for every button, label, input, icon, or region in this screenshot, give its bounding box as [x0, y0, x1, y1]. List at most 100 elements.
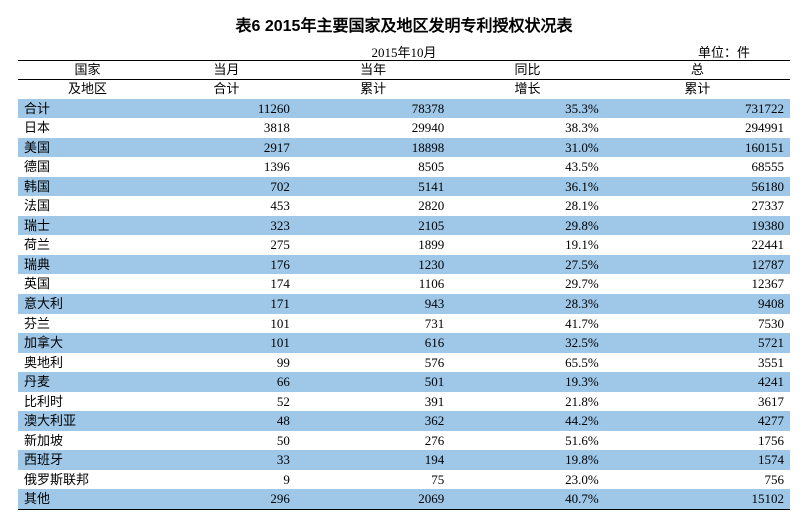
table-row: 新加坡5027651.6%1756	[18, 431, 790, 451]
table-body: 合计112607837835.3%731722日本38182994038.3%2…	[18, 99, 790, 510]
table-row: 丹麦6650119.3%4241	[18, 372, 790, 392]
cell-ytd: 276	[296, 431, 450, 451]
table-row: 瑞士323210529.8%19380	[18, 216, 790, 236]
cell-total: 15102	[605, 489, 790, 509]
cell-yoy: 40.7%	[450, 489, 604, 509]
table-row: 澳大利亚4836244.2%4277	[18, 411, 790, 431]
table-row: 日本38182994038.3%294991	[18, 118, 790, 138]
cell-name: 丹麦	[18, 372, 157, 392]
cell-ytd: 1230	[296, 255, 450, 275]
cell-ytd: 2820	[296, 196, 450, 216]
cell-name: 芬兰	[18, 314, 157, 334]
cell-yoy: 32.5%	[450, 333, 604, 353]
cell-month: 1396	[157, 157, 296, 177]
cell-total: 4277	[605, 411, 790, 431]
cell-yoy: 41.7%	[450, 314, 604, 334]
period-label: 2015年10月	[371, 42, 436, 61]
cell-ytd: 2069	[296, 489, 450, 509]
header-month-2: 合计	[157, 80, 296, 99]
table-row: 法国453282028.1%27337	[18, 196, 790, 216]
table-row: 奥地利9957665.5%3551	[18, 353, 790, 373]
cell-name: 荷兰	[18, 235, 157, 255]
cell-yoy: 65.5%	[450, 353, 604, 373]
cell-name: 西班牙	[18, 450, 157, 470]
cell-yoy: 44.2%	[450, 411, 604, 431]
cell-total: 12787	[605, 255, 790, 275]
cell-month: 2917	[157, 138, 296, 158]
cell-total: 756	[605, 470, 790, 490]
cell-total: 160151	[605, 138, 790, 158]
cell-name: 合计	[18, 99, 157, 119]
cell-month: 174	[157, 274, 296, 294]
cell-name: 意大利	[18, 294, 157, 314]
cell-total: 56180	[605, 177, 790, 197]
cell-month: 176	[157, 255, 296, 275]
cell-yoy: 23.0%	[450, 470, 604, 490]
cell-month: 99	[157, 353, 296, 373]
table-title: 表6 2015年主要国家及地区发明专利授权状况表	[18, 12, 790, 36]
header-month-1: 当月	[157, 61, 296, 80]
table-row: 加拿大10161632.5%5721	[18, 333, 790, 353]
table-header: 国家 当月 当年 同比 总 及地区 合计 累计 增长 累计	[18, 61, 790, 99]
cell-ytd: 75	[296, 470, 450, 490]
table-row: 芬兰10173141.7%7530	[18, 314, 790, 334]
table-row: 瑞典176123027.5%12787	[18, 255, 790, 275]
cell-name: 英国	[18, 274, 157, 294]
cell-total: 19380	[605, 216, 790, 236]
cell-ytd: 78378	[296, 99, 450, 119]
table-row: 其他296206940.7%15102	[18, 489, 790, 509]
cell-yoy: 35.3%	[450, 99, 604, 119]
meta-row: 2015年10月 单位：件	[18, 42, 790, 60]
cell-name: 法国	[18, 196, 157, 216]
table-row: 比利时5239121.8%3617	[18, 392, 790, 412]
cell-name: 德国	[18, 157, 157, 177]
cell-month: 453	[157, 196, 296, 216]
cell-total: 12367	[605, 274, 790, 294]
cell-yoy: 51.6%	[450, 431, 604, 451]
cell-name: 瑞士	[18, 216, 157, 236]
cell-name: 加拿大	[18, 333, 157, 353]
unit-label: 单位：件	[698, 42, 750, 61]
cell-total: 1756	[605, 431, 790, 451]
cell-total: 294991	[605, 118, 790, 138]
cell-name: 韩国	[18, 177, 157, 197]
cell-yoy: 19.3%	[450, 372, 604, 392]
header-total-1: 总	[605, 61, 790, 80]
cell-month: 101	[157, 314, 296, 334]
cell-name: 其他	[18, 489, 157, 509]
cell-name: 日本	[18, 118, 157, 138]
table-row: 意大利17194328.3%9408	[18, 294, 790, 314]
cell-total: 22441	[605, 235, 790, 255]
cell-yoy: 28.3%	[450, 294, 604, 314]
table-row: 荷兰275189919.1%22441	[18, 235, 790, 255]
cell-yoy: 21.8%	[450, 392, 604, 412]
table-row: 韩国702514136.1%56180	[18, 177, 790, 197]
cell-yoy: 31.0%	[450, 138, 604, 158]
cell-ytd: 29940	[296, 118, 450, 138]
cell-month: 66	[157, 372, 296, 392]
cell-ytd: 5141	[296, 177, 450, 197]
cell-name: 瑞典	[18, 255, 157, 275]
cell-yoy: 43.5%	[450, 157, 604, 177]
cell-ytd: 501	[296, 372, 450, 392]
cell-total: 4241	[605, 372, 790, 392]
table-row: 英国174110629.7%12367	[18, 274, 790, 294]
table-row: 美国29171889831.0%160151	[18, 138, 790, 158]
header-yoy-1: 同比	[450, 61, 604, 80]
cell-name: 奥地利	[18, 353, 157, 373]
cell-month: 275	[157, 235, 296, 255]
table-row: 西班牙3319419.8%1574	[18, 450, 790, 470]
cell-name: 澳大利亚	[18, 411, 157, 431]
cell-total: 3551	[605, 353, 790, 373]
header-ytd-1: 当年	[296, 61, 450, 80]
header-ytd-2: 累计	[296, 80, 450, 99]
cell-month: 52	[157, 392, 296, 412]
header-name-2: 及地区	[18, 80, 157, 99]
cell-total: 731722	[605, 99, 790, 119]
cell-month: 48	[157, 411, 296, 431]
cell-ytd: 362	[296, 411, 450, 431]
cell-ytd: 943	[296, 294, 450, 314]
cell-month: 33	[157, 450, 296, 470]
cell-month: 11260	[157, 99, 296, 119]
cell-ytd: 18898	[296, 138, 450, 158]
